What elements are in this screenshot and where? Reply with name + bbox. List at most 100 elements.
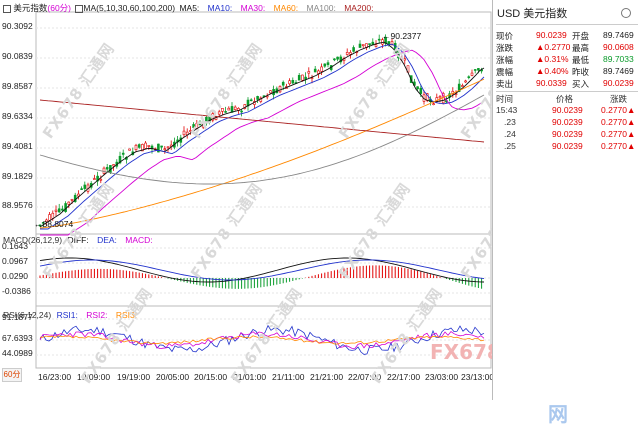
time-label: 21/21:00 [310,372,344,382]
chart-area[interactable]: 美元指数(60分) MA(5,10,30,60,100,200) MA5: MA… [0,0,568,426]
price-tick: 90.0839 [2,51,33,61]
rsi2-legend: RSI2: [86,310,108,320]
candle-body [339,56,343,63]
dea-line [39,259,485,281]
candle-body [281,81,285,86]
ma10-legend: MA10: [207,3,233,13]
candle-body [393,43,397,54]
rsi-header: RSI(6,12,24) RSI1: RSI2: RSI3: [3,310,137,320]
rsi3-legend: RSI3: [115,310,138,320]
candle-body [352,47,355,52]
candle-body [121,152,125,155]
candle-body [144,142,147,149]
candle-body [403,58,407,61]
candle-body [249,99,253,102]
time-label: 21/11:00 [272,372,305,382]
price-tick: 89.8587 [2,81,33,91]
candle-body [333,58,336,61]
price-tick: 88.9576 [2,200,33,210]
ma30-line [40,49,485,236]
candle-body [224,111,227,113]
candle-body [269,90,272,94]
candle-body [323,63,327,67]
time-label: 23/13:00 [461,372,495,382]
rsi1-legend: RSI1: [56,310,78,320]
candlestick-chart[interactable] [0,0,492,400]
candle-body [57,208,61,213]
candle-body [301,74,304,81]
rsi-tick: 91.1877 [2,312,33,322]
candle-body [467,76,471,78]
price-tick: 89.6334 [2,111,33,121]
high-marker: ←90.2377 [382,31,422,41]
time-label: 19/19:00 [117,372,151,382]
ma-label: MA(5,10,30,60,100,200) [83,3,176,13]
ma-icon [75,4,84,13]
period-label: (60分) [47,3,72,13]
candle-body [192,124,195,128]
candle-body [128,148,131,151]
instrument-title: 美元指数 [13,3,48,13]
candle-body [368,43,371,45]
candle-body [157,143,160,153]
macd-label: MACD(26,12,9) [3,235,63,245]
candle-body [70,199,74,201]
candle-body [374,44,378,47]
candle-body [313,68,317,73]
candle-body [198,121,202,126]
candle-body [473,69,477,71]
time-label: 20/15:00 [194,372,228,382]
time-label: 22/07:00 [348,372,382,382]
rsi-tick: 67.6393 [2,333,33,343]
rsi-label: RSI(6,12,24) [3,310,52,320]
candle-body [163,148,167,151]
search-icon[interactable] [621,8,631,18]
ma60-legend: MA60: [273,3,299,13]
ma200-legend: MA200: [344,3,374,13]
candle-body [54,209,58,212]
quote-row: 卖出 90.0339 买入 90.0239 [496,78,634,89]
ma5-legend: MA5: [179,3,200,13]
candle-body [118,155,122,164]
candle-body [51,212,55,219]
quote-panel: USD 美元指数 现价 90.0239 开盘 89.7469 涨跌 ▲0.2770 最… [492,0,640,400]
candle-body [61,208,64,211]
rsi1-line [39,324,485,355]
macd-legend: MACD: [125,235,153,245]
candle-body [387,41,391,45]
candle-body [189,130,192,132]
candle-body [464,80,467,83]
candle-body [99,178,103,181]
candle-body [217,111,221,115]
candle-body [457,83,461,92]
candle-body [93,178,96,180]
quote-row: 涨幅 ▲0.31% 最低 89.7033 [496,54,634,65]
candle-body [345,52,349,55]
candle-body [438,96,442,99]
quote-title: USD 美元指数 [497,8,568,20]
candle-body [211,113,215,121]
candle-body [77,193,80,197]
candle-body [310,77,314,80]
candle-body [361,44,365,46]
candle-body [240,110,243,113]
ma60-line [39,78,485,229]
candle-body [278,86,282,93]
ma10-line [40,43,485,230]
candle-body [227,107,231,111]
candle-body [134,144,138,150]
low-marker: ←88.8074 [34,219,74,229]
candle-body [288,80,291,85]
period-selector[interactable]: 60分 [2,368,22,382]
time-label: 19/09:00 [77,372,111,382]
candle-body [470,72,474,76]
candle-body [349,52,352,55]
quote-row: 现价 90.0239 开盘 89.7469 [496,30,634,41]
candle-body [112,164,115,167]
chart-header: 美元指数(60分) MA(5,10,30,60,100,200) MA5: MA… [3,2,374,14]
time-label: 16/23:00 [38,372,72,382]
time-label: 23/03:00 [425,372,459,382]
candle-body [358,43,362,48]
rsi-tick: 44.0989 [2,348,33,358]
candle-body [160,145,163,148]
